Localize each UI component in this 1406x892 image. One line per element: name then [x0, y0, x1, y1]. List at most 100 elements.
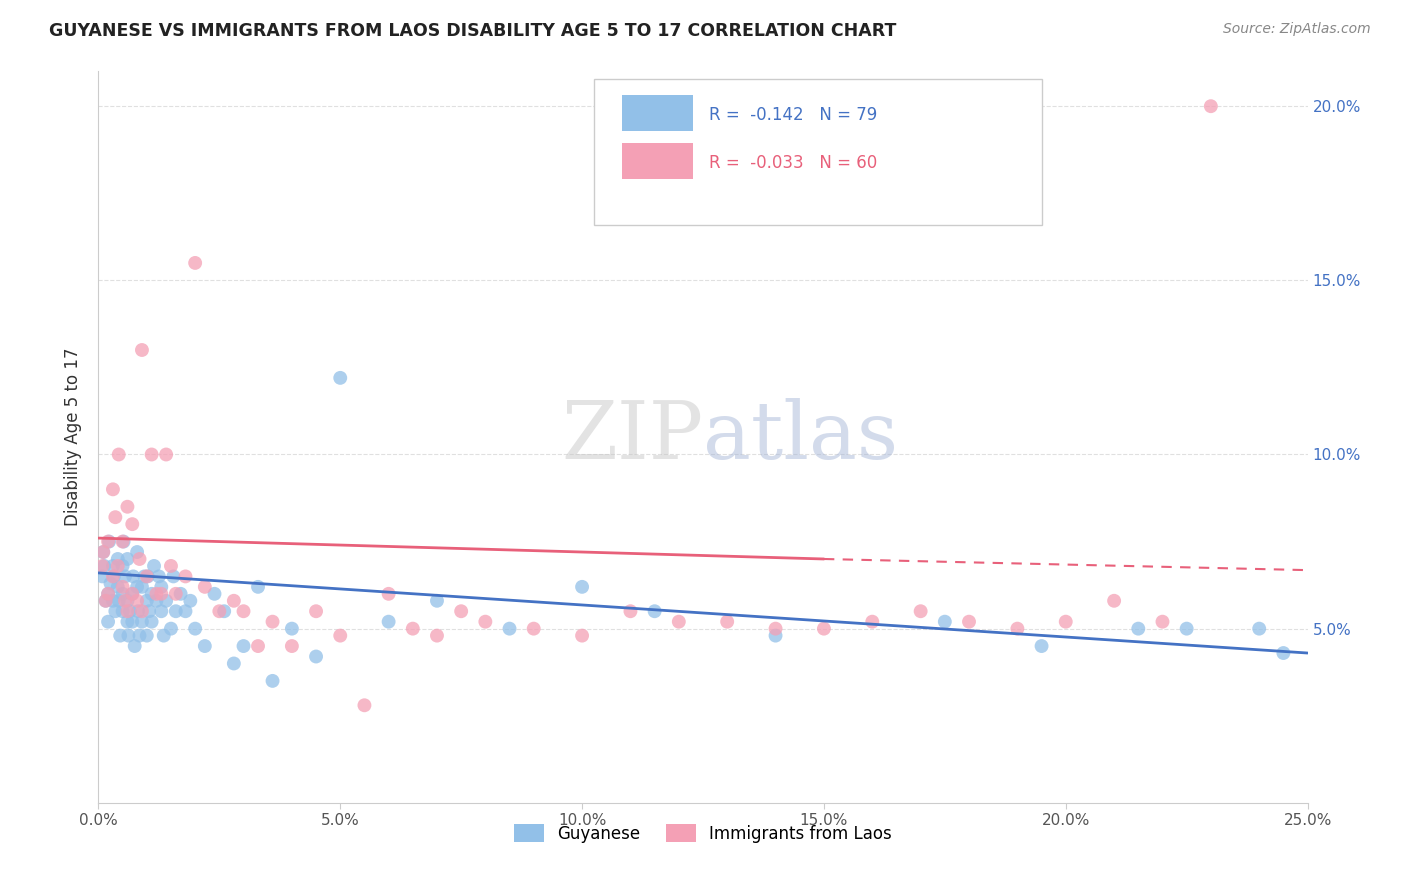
Point — [97, 534, 120, 549]
Point — [222, 594, 245, 608]
Point — [118, 604, 141, 618]
Point — [194, 580, 217, 594]
Point — [94, 594, 117, 608]
Point — [232, 639, 254, 653]
Point — [117, 604, 139, 618]
Point — [107, 580, 129, 594]
Point — [111, 558, 134, 573]
Point — [184, 622, 207, 636]
Point — [112, 534, 135, 549]
Text: GUYANESE VS IMMIGRANTS FROM LAOS DISABILITY AGE 5 TO 17 CORRELATION CHART: GUYANESE VS IMMIGRANTS FROM LAOS DISABIL… — [49, 22, 897, 40]
Point — [141, 615, 163, 629]
Point — [135, 629, 157, 643]
Point — [122, 569, 145, 583]
Point — [121, 517, 143, 532]
Point — [124, 639, 146, 653]
Point — [145, 594, 167, 608]
Point — [155, 448, 177, 462]
Point — [91, 558, 114, 573]
Point — [1199, 99, 1222, 113]
Point — [1249, 622, 1271, 636]
Point — [128, 629, 150, 643]
Point — [169, 587, 191, 601]
Point — [94, 594, 117, 608]
Point — [145, 587, 167, 601]
Point — [155, 594, 177, 608]
Point — [1175, 622, 1198, 636]
Point — [194, 639, 217, 653]
Point — [281, 622, 304, 636]
Point — [117, 500, 139, 514]
Point — [1128, 622, 1150, 636]
Point — [498, 622, 520, 636]
Text: atlas: atlas — [703, 398, 898, 476]
Point — [111, 604, 134, 618]
Point — [117, 594, 139, 608]
Point — [910, 604, 932, 618]
Point — [103, 569, 125, 583]
Point — [523, 622, 546, 636]
Point — [247, 639, 270, 653]
Point — [97, 587, 120, 601]
Point — [571, 629, 593, 643]
Point — [127, 545, 149, 559]
Y-axis label: Disability Age 5 to 17: Disability Age 5 to 17 — [65, 348, 83, 526]
Point — [114, 569, 136, 583]
Point — [174, 604, 197, 618]
Point — [222, 657, 245, 671]
Point — [91, 545, 114, 559]
Point — [165, 604, 187, 618]
Point — [101, 569, 124, 583]
Point — [136, 569, 159, 583]
Point — [135, 569, 157, 583]
Point — [101, 594, 124, 608]
Point — [152, 629, 174, 643]
Point — [121, 615, 143, 629]
Point — [957, 615, 980, 629]
Point — [121, 587, 143, 601]
Point — [104, 510, 127, 524]
Point — [262, 615, 284, 629]
Point — [131, 343, 153, 357]
Point — [93, 558, 115, 573]
Point — [619, 604, 641, 618]
Point — [127, 604, 149, 618]
Point — [98, 534, 121, 549]
Point — [765, 629, 787, 643]
Point — [765, 622, 787, 636]
Point — [668, 615, 690, 629]
Point — [131, 580, 153, 594]
Point — [329, 371, 352, 385]
Point — [305, 604, 328, 618]
Point — [135, 594, 157, 608]
Point — [141, 587, 163, 601]
Point — [134, 569, 156, 583]
Point — [150, 580, 173, 594]
Point — [474, 615, 496, 629]
Point — [111, 587, 134, 601]
Point — [232, 604, 254, 618]
Point — [377, 615, 399, 629]
Point — [131, 604, 153, 618]
Point — [107, 594, 129, 608]
Point — [150, 587, 173, 601]
Point — [101, 483, 124, 497]
Point — [107, 448, 129, 462]
Point — [450, 604, 472, 618]
Point — [97, 615, 120, 629]
Point — [104, 604, 127, 618]
Point — [117, 615, 139, 629]
Point — [121, 587, 143, 601]
Text: Source: ZipAtlas.com: Source: ZipAtlas.com — [1223, 22, 1371, 37]
Point — [860, 615, 883, 629]
Point — [247, 580, 270, 594]
Point — [165, 587, 187, 601]
Point — [426, 594, 449, 608]
Point — [716, 615, 738, 629]
Point — [162, 569, 184, 583]
Point — [148, 569, 170, 583]
Point — [141, 448, 163, 462]
Point — [212, 604, 235, 618]
Point — [127, 580, 149, 594]
Point — [91, 545, 114, 559]
